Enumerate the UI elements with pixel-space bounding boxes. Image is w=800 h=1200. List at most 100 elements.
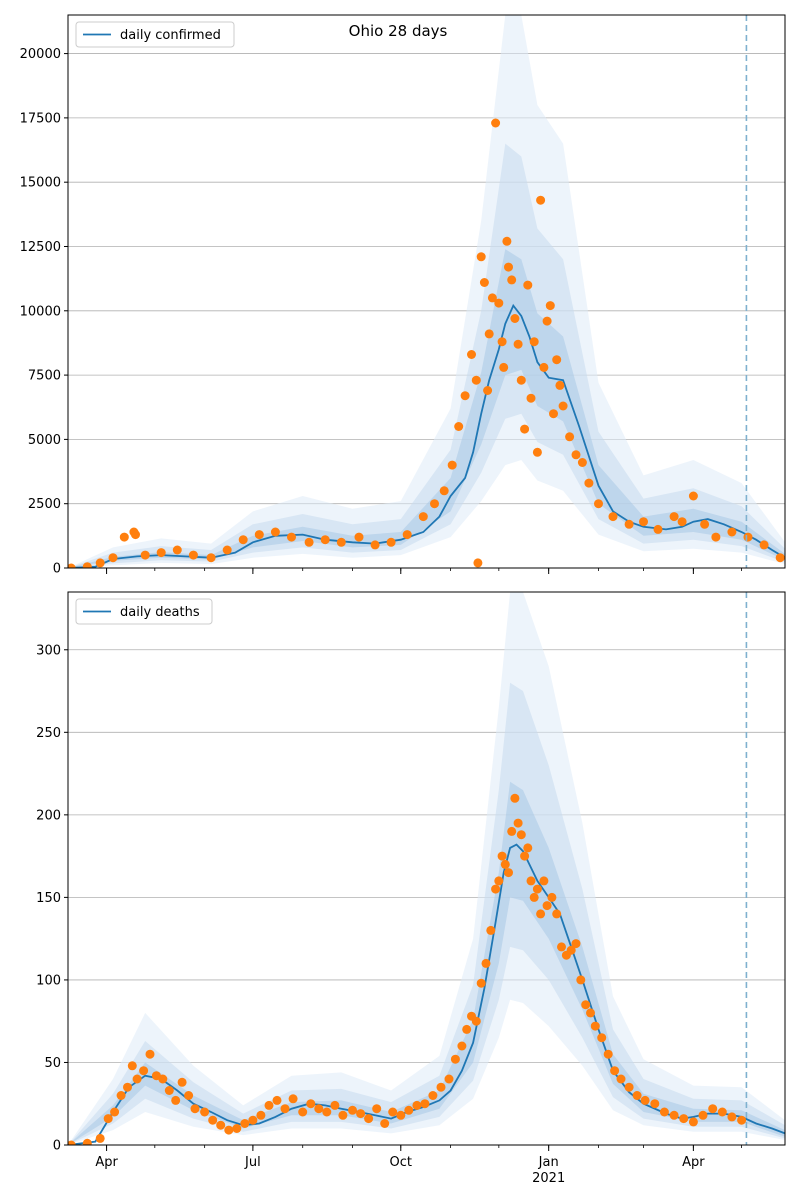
data-point	[677, 517, 687, 527]
data-point	[364, 1114, 374, 1124]
data-point	[581, 1000, 591, 1010]
data-point	[280, 1104, 290, 1114]
y-tick-label: 100	[36, 973, 61, 988]
data-point	[447, 460, 457, 470]
data-point	[711, 532, 721, 542]
x-tick-label: Jul	[244, 1155, 261, 1170]
data-point	[206, 553, 216, 563]
data-point	[304, 537, 314, 547]
data-point	[547, 892, 557, 902]
x-axis	[106, 568, 742, 574]
data-point	[184, 1091, 194, 1100]
data-point	[552, 909, 562, 919]
data-point	[156, 548, 166, 558]
data-point	[436, 1082, 446, 1092]
data-point	[171, 1095, 181, 1105]
data-point	[131, 530, 140, 540]
data-point	[386, 537, 396, 547]
data-point	[504, 262, 513, 272]
x-axis: Apr Jul Oct Jan Apr 2021	[95, 1145, 742, 1186]
y-grid	[68, 53, 785, 569]
data-point	[370, 540, 380, 550]
data-point	[603, 1049, 613, 1059]
data-point	[624, 1082, 634, 1092]
data-point	[95, 1133, 105, 1143]
data-point	[486, 925, 496, 935]
data-point	[523, 280, 533, 290]
data-point	[388, 1107, 398, 1117]
data-point	[565, 432, 575, 442]
x-year-label: 2021	[532, 1171, 565, 1186]
data-point	[288, 1094, 298, 1104]
data-point	[338, 1110, 348, 1120]
data-point	[727, 527, 737, 537]
plot-area	[68, 592, 785, 1145]
data-point	[520, 851, 530, 861]
y-tick-label: 12500	[20, 240, 61, 255]
data-point	[558, 401, 568, 411]
data-point	[484, 329, 494, 339]
data-point	[669, 1110, 679, 1120]
data-point	[526, 876, 536, 886]
y-tick-label: 150	[36, 891, 61, 906]
data-point	[248, 1115, 258, 1125]
y-tick-label: 15000	[20, 176, 61, 191]
data-point	[491, 118, 501, 128]
y-axis: 0 50 100 150 200 250 300	[36, 643, 68, 1154]
data-point	[499, 362, 509, 372]
data-point	[172, 545, 182, 555]
data-point	[700, 519, 710, 529]
data-point	[507, 826, 517, 836]
data-point	[256, 1110, 266, 1120]
data-point	[314, 1104, 324, 1114]
data-point	[208, 1115, 218, 1125]
data-point	[576, 975, 586, 985]
y-tick-label: 20000	[20, 47, 61, 62]
data-point	[497, 851, 507, 861]
data-point	[450, 1054, 460, 1064]
data-point	[679, 1114, 689, 1124]
y-tick-label: 300	[36, 643, 61, 658]
observed-points	[68, 118, 785, 568]
data-point	[632, 1091, 642, 1100]
data-point	[688, 491, 698, 501]
x-tick-label: Apr	[682, 1155, 705, 1170]
data-point	[471, 1016, 481, 1026]
y-tick-label: 200	[36, 808, 61, 823]
data-point	[232, 1124, 242, 1133]
y-tick-label: 250	[36, 726, 61, 741]
data-point	[467, 350, 476, 359]
data-point	[460, 391, 470, 401]
legend: daily confirmed	[75, 21, 235, 48]
data-point	[473, 558, 483, 568]
data-point	[586, 1008, 595, 1018]
data-point	[555, 380, 565, 390]
data-point	[188, 550, 198, 560]
data-point	[430, 499, 439, 509]
data-point	[254, 530, 264, 540]
data-point	[507, 275, 517, 285]
data-point	[510, 793, 520, 803]
data-point	[264, 1100, 274, 1110]
y-tick-label: 5000	[28, 433, 61, 448]
data-point	[669, 512, 679, 522]
data-point	[116, 1091, 126, 1100]
data-point	[571, 450, 581, 460]
data-point	[542, 901, 552, 911]
data-point	[298, 1107, 308, 1117]
data-point	[566, 945, 576, 955]
data-point	[270, 527, 280, 537]
series-line	[68, 843, 785, 1145]
y-tick-label: 7500	[28, 369, 61, 384]
data-point	[164, 1086, 174, 1095]
y-tick-label: 17500	[20, 111, 61, 126]
data-point	[577, 458, 587, 467]
data-point	[108, 553, 118, 563]
data-point	[348, 1105, 357, 1115]
data-point	[476, 252, 486, 262]
data-point	[439, 486, 449, 496]
observed-points	[68, 793, 747, 1145]
data-point	[536, 195, 546, 205]
data-point	[139, 1066, 149, 1076]
